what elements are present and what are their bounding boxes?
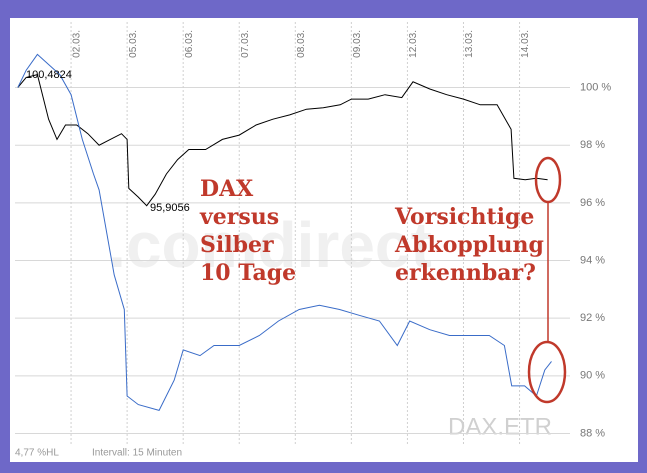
- series-line: [17, 73, 548, 207]
- series-line: [17, 53, 552, 411]
- y-tick-label: 94 %: [580, 254, 605, 266]
- x-tick-label: 14.03.: [520, 30, 531, 58]
- instrument: DAX.ETR: [448, 413, 552, 440]
- y-tick-label: 92 %: [580, 312, 605, 324]
- x-tick-label: 09.03.: [352, 30, 363, 58]
- y-tick-label: 100 %: [580, 81, 611, 93]
- x-tick-label: 06.03.: [184, 30, 195, 58]
- plot-background: [10, 18, 638, 462]
- annotation: versus: [199, 204, 279, 230]
- point-label: 100,4824: [26, 69, 72, 81]
- y-tick-label: 90 %: [580, 370, 605, 382]
- grid: 100 % 98 % 96 % 94 % 92 % 90 % 88 % 02.03. 05.03…: [15, 22, 611, 445]
- y-tick-label: 98 %: [580, 139, 605, 151]
- annotation: Silber: [200, 232, 274, 258]
- y-tick-label: 96 %: [580, 197, 605, 209]
- y-tick-label: 88 %: [580, 427, 605, 439]
- x-tick-label: 12.03.: [408, 30, 419, 58]
- x-tick-label: 13.03.: [464, 30, 475, 58]
- x-tick-label: 08.03.: [296, 30, 307, 58]
- footer-hl: 4,77 %HL: [15, 448, 59, 459]
- x-tick-label: 05.03.: [128, 30, 139, 58]
- annotation: Abkopplung: [394, 232, 544, 258]
- x-tick-label: 02.03.: [72, 30, 83, 58]
- watermark: .comdirect: [108, 209, 432, 281]
- annotation: Vorsichtige: [394, 204, 534, 230]
- point-label: 95,9056: [150, 202, 190, 214]
- footer-interval: Intervall: 15 Minuten: [92, 448, 182, 459]
- annotation: erkennbar?: [395, 260, 536, 286]
- annotation: 10 Tage: [200, 260, 296, 286]
- highlight-ellipse: [527, 340, 567, 404]
- annotation: DAX: [200, 176, 254, 202]
- lines: [17, 53, 552, 411]
- x-tick-label: 07.03.: [240, 30, 251, 58]
